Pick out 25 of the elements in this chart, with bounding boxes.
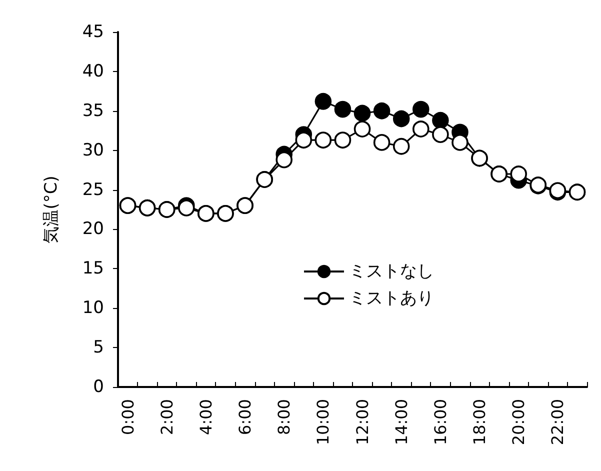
x-tick-label: 10:00 [314, 399, 333, 446]
y-tick-label: 15 [82, 258, 104, 279]
y-tick-label: 30 [82, 140, 104, 160]
x-tick-label: 8:00 [274, 399, 294, 435]
x-tick-label: 6:00 [236, 399, 255, 435]
x-tick-label: 2:00 [157, 399, 176, 435]
legend-label: ミストなし [349, 262, 434, 282]
y-axis-title: 気温(°C) [42, 176, 62, 244]
y-tick-label: 35 [82, 100, 104, 121]
y-tick-label: 5 [93, 338, 104, 358]
x-tick-label: 12:00 [352, 399, 372, 446]
x-tick-label: 20:00 [509, 399, 528, 446]
y-tick-label: 25 [82, 180, 104, 200]
x-tick-label: 22:00 [548, 399, 568, 446]
x-tick-label: 14:00 [392, 399, 411, 446]
x-tick-label: 0:00 [118, 399, 138, 435]
y-tick-label: 10 [82, 298, 104, 318]
y-tick-label: 20 [82, 219, 104, 240]
x-tick-label: 18:00 [470, 399, 490, 446]
y-tick-label: 40 [82, 61, 104, 82]
y-tick-label: 0 [93, 377, 104, 397]
x-tick-label: 4:00 [196, 399, 216, 435]
x-tick-label: 16:00 [430, 399, 450, 446]
legend-label: ミストあり [349, 288, 434, 308]
y-tick-label: 45 [82, 22, 104, 42]
